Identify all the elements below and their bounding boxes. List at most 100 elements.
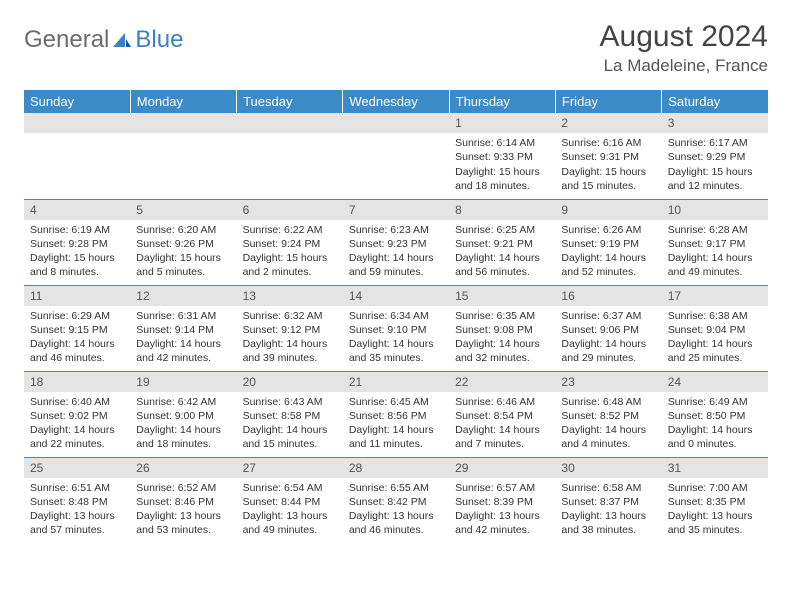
- calendar-cell: 6Sunrise: 6:22 AMSunset: 9:24 PMDaylight…: [237, 199, 343, 285]
- title-block: August 2024 La Madeleine, France: [600, 20, 768, 76]
- day-number: 29: [449, 458, 555, 478]
- month-title: August 2024: [600, 20, 768, 54]
- weekday-header: Sunday: [24, 90, 130, 113]
- calendar-cell: 12Sunrise: 6:31 AMSunset: 9:14 PMDayligh…: [130, 285, 236, 371]
- sunset-text: Sunset: 8:48 PM: [30, 495, 124, 509]
- sunrise-text: Sunrise: 6:46 AM: [455, 395, 549, 409]
- day-number: 12: [130, 286, 236, 306]
- calendar-cell: 16Sunrise: 6:37 AMSunset: 9:06 PMDayligh…: [555, 285, 661, 371]
- day-number: 7: [343, 200, 449, 220]
- sunrise-text: Sunrise: 7:00 AM: [668, 481, 762, 495]
- sunrise-text: Sunrise: 6:23 AM: [349, 223, 443, 237]
- day-number: 20: [237, 372, 343, 392]
- calendar-cell: 22Sunrise: 6:46 AMSunset: 8:54 PMDayligh…: [449, 371, 555, 457]
- weekday-header: Saturday: [662, 90, 768, 113]
- calendar-cell: 2Sunrise: 6:16 AMSunset: 9:31 PMDaylight…: [555, 113, 661, 199]
- sunrise-text: Sunrise: 6:43 AM: [243, 395, 337, 409]
- day-number: 24: [662, 372, 768, 392]
- sunset-text: Sunset: 8:56 PM: [349, 409, 443, 423]
- sunrise-text: Sunrise: 6:28 AM: [668, 223, 762, 237]
- day-body: Sunrise: 6:26 AMSunset: 9:19 PMDaylight:…: [555, 220, 661, 284]
- calendar-cell: 9Sunrise: 6:26 AMSunset: 9:19 PMDaylight…: [555, 199, 661, 285]
- sunset-text: Sunset: 9:06 PM: [561, 323, 655, 337]
- day-body: Sunrise: 6:28 AMSunset: 9:17 PMDaylight:…: [662, 220, 768, 284]
- logo-sail-icon: [111, 29, 133, 51]
- sunrise-text: Sunrise: 6:26 AM: [561, 223, 655, 237]
- calendar-cell: 15Sunrise: 6:35 AMSunset: 9:08 PMDayligh…: [449, 285, 555, 371]
- sunset-text: Sunset: 9:24 PM: [243, 237, 337, 251]
- sunrise-text: Sunrise: 6:48 AM: [561, 395, 655, 409]
- sunrise-text: Sunrise: 6:38 AM: [668, 309, 762, 323]
- sunrise-text: Sunrise: 6:16 AM: [561, 136, 655, 150]
- calendar-cell: 28Sunrise: 6:55 AMSunset: 8:42 PMDayligh…: [343, 457, 449, 543]
- calendar-body: 1Sunrise: 6:14 AMSunset: 9:33 PMDaylight…: [24, 113, 768, 543]
- day-number: 19: [130, 372, 236, 392]
- day-body: Sunrise: 6:29 AMSunset: 9:15 PMDaylight:…: [24, 306, 130, 370]
- sunset-text: Sunset: 9:10 PM: [349, 323, 443, 337]
- sunset-text: Sunset: 8:39 PM: [455, 495, 549, 509]
- calendar-row: 18Sunrise: 6:40 AMSunset: 9:02 PMDayligh…: [24, 371, 768, 457]
- calendar-cell: [237, 113, 343, 199]
- daylight-text: Daylight: 14 hours and 18 minutes.: [136, 423, 230, 451]
- calendar-cell: 13Sunrise: 6:32 AMSunset: 9:12 PMDayligh…: [237, 285, 343, 371]
- calendar-row: 4Sunrise: 6:19 AMSunset: 9:28 PMDaylight…: [24, 199, 768, 285]
- daylight-text: Daylight: 14 hours and 0 minutes.: [668, 423, 762, 451]
- sunset-text: Sunset: 8:42 PM: [349, 495, 443, 509]
- sunrise-text: Sunrise: 6:58 AM: [561, 481, 655, 495]
- day-body: Sunrise: 6:48 AMSunset: 8:52 PMDaylight:…: [555, 392, 661, 456]
- calendar-cell: 1Sunrise: 6:14 AMSunset: 9:33 PMDaylight…: [449, 113, 555, 199]
- sunset-text: Sunset: 9:31 PM: [561, 150, 655, 164]
- sunrise-text: Sunrise: 6:19 AM: [30, 223, 124, 237]
- calendar-cell: 24Sunrise: 6:49 AMSunset: 8:50 PMDayligh…: [662, 371, 768, 457]
- calendar-cell: 4Sunrise: 6:19 AMSunset: 9:28 PMDaylight…: [24, 199, 130, 285]
- day-number: [130, 113, 236, 133]
- daylight-text: Daylight: 13 hours and 35 minutes.: [668, 509, 762, 537]
- day-body: [24, 133, 130, 140]
- day-number: [343, 113, 449, 133]
- day-body: Sunrise: 6:40 AMSunset: 9:02 PMDaylight:…: [24, 392, 130, 456]
- calendar-cell: 31Sunrise: 7:00 AMSunset: 8:35 PMDayligh…: [662, 457, 768, 543]
- calendar-cell: 11Sunrise: 6:29 AMSunset: 9:15 PMDayligh…: [24, 285, 130, 371]
- daylight-text: Daylight: 14 hours and 15 minutes.: [243, 423, 337, 451]
- day-number: 31: [662, 458, 768, 478]
- day-number: 13: [237, 286, 343, 306]
- sunrise-text: Sunrise: 6:22 AM: [243, 223, 337, 237]
- day-number: 18: [24, 372, 130, 392]
- day-number: 11: [24, 286, 130, 306]
- day-number: 22: [449, 372, 555, 392]
- calendar-cell: [24, 113, 130, 199]
- weekday-header: Wednesday: [343, 90, 449, 113]
- day-body: [343, 133, 449, 140]
- weekday-header: Thursday: [449, 90, 555, 113]
- weekday-header: Tuesday: [237, 90, 343, 113]
- calendar-cell: [343, 113, 449, 199]
- day-body: Sunrise: 6:45 AMSunset: 8:56 PMDaylight:…: [343, 392, 449, 456]
- day-body: Sunrise: 6:52 AMSunset: 8:46 PMDaylight:…: [130, 478, 236, 542]
- calendar-cell: 26Sunrise: 6:52 AMSunset: 8:46 PMDayligh…: [130, 457, 236, 543]
- daylight-text: Daylight: 13 hours and 46 minutes.: [349, 509, 443, 537]
- calendar-cell: [130, 113, 236, 199]
- sunrise-text: Sunrise: 6:49 AM: [668, 395, 762, 409]
- daylight-text: Daylight: 14 hours and 46 minutes.: [30, 337, 124, 365]
- daylight-text: Daylight: 14 hours and 39 minutes.: [243, 337, 337, 365]
- weekday-header: Monday: [130, 90, 236, 113]
- daylight-text: Daylight: 13 hours and 38 minutes.: [561, 509, 655, 537]
- day-number: [24, 113, 130, 133]
- daylight-text: Daylight: 13 hours and 57 minutes.: [30, 509, 124, 537]
- calendar-cell: 20Sunrise: 6:43 AMSunset: 8:58 PMDayligh…: [237, 371, 343, 457]
- day-body: Sunrise: 6:38 AMSunset: 9:04 PMDaylight:…: [662, 306, 768, 370]
- day-number: 16: [555, 286, 661, 306]
- calendar-cell: 18Sunrise: 6:40 AMSunset: 9:02 PMDayligh…: [24, 371, 130, 457]
- day-body: Sunrise: 6:57 AMSunset: 8:39 PMDaylight:…: [449, 478, 555, 542]
- calendar-cell: 3Sunrise: 6:17 AMSunset: 9:29 PMDaylight…: [662, 113, 768, 199]
- sunset-text: Sunset: 9:15 PM: [30, 323, 124, 337]
- daylight-text: Daylight: 14 hours and 32 minutes.: [455, 337, 549, 365]
- sunset-text: Sunset: 9:17 PM: [668, 237, 762, 251]
- sunrise-text: Sunrise: 6:57 AM: [455, 481, 549, 495]
- logo-text-2: Blue: [135, 26, 183, 54]
- daylight-text: Daylight: 14 hours and 49 minutes.: [668, 251, 762, 279]
- sunset-text: Sunset: 9:29 PM: [668, 150, 762, 164]
- day-body: Sunrise: 6:34 AMSunset: 9:10 PMDaylight:…: [343, 306, 449, 370]
- sunset-text: Sunset: 8:54 PM: [455, 409, 549, 423]
- sunrise-text: Sunrise: 6:34 AM: [349, 309, 443, 323]
